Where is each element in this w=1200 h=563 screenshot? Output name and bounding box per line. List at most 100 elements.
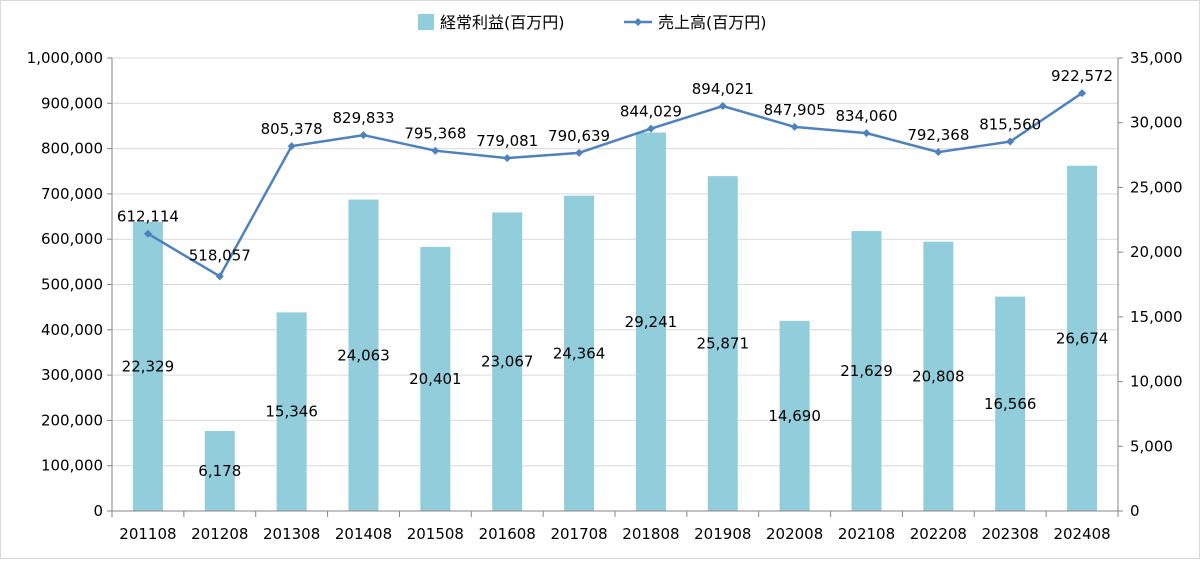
line-data-label: 612,114 (117, 208, 179, 226)
line-point-marker (143, 229, 152, 238)
left-axis-tick-label: 600,000 (41, 230, 103, 248)
x-axis-tick-label: 201308 (263, 525, 320, 543)
bar-data-label: 20,808 (912, 367, 965, 385)
bar-data-label: 14,690 (768, 407, 821, 425)
line-point-marker (790, 122, 799, 131)
line-data-label: 844,029 (620, 103, 682, 121)
line-point-marker (862, 129, 871, 138)
left-axis-tick-label: 0 (93, 502, 103, 520)
legend-line-marker (634, 18, 642, 26)
line-data-label: 792,368 (907, 126, 969, 144)
bar (635, 132, 666, 512)
right-axis-tick-label: 10,000 (1130, 373, 1183, 391)
bar-data-label: 22,329 (122, 357, 175, 375)
bar-series (132, 132, 1098, 512)
line-point-marker (503, 154, 512, 163)
bar (348, 199, 379, 511)
right-axis-tick-label: 25,000 (1130, 178, 1183, 196)
right-axis-tick-label: 30,000 (1130, 114, 1183, 132)
right-axis-tick-label: 15,000 (1130, 308, 1183, 326)
bar-data-label: 24,364 (553, 344, 606, 362)
left-axis-tick-label: 800,000 (41, 140, 103, 158)
line-series (143, 89, 1087, 281)
x-axis-tick-label: 201508 (407, 525, 464, 543)
x-axis-tick-label: 201208 (191, 525, 248, 543)
x-axis-tick-label: 201908 (694, 525, 751, 543)
bar-data-label: 21,629 (840, 362, 893, 380)
left-axis-tick-label: 700,000 (41, 185, 103, 203)
line-point-marker (359, 131, 368, 140)
bar (564, 195, 595, 512)
bar-data-label: 23,067 (481, 353, 534, 371)
bar (923, 241, 954, 511)
right-axis-tick-label: 0 (1130, 502, 1140, 520)
bar (492, 212, 523, 511)
bar-data-label: 15,346 (265, 403, 318, 421)
line-data-label: 795,368 (404, 125, 466, 143)
line-data-label: 815,560 (979, 116, 1041, 134)
legend: 経常利益(百万円) 売上高(百万円) (418, 13, 767, 32)
bar (995, 296, 1026, 511)
bar-data-label: 6,178 (198, 462, 241, 480)
right-axis-tick-label: 20,000 (1130, 243, 1183, 261)
line-point-marker (934, 148, 943, 157)
line-point-marker (1078, 89, 1087, 98)
line-data-label: 894,021 (692, 80, 754, 98)
line-data-label: 834,060 (835, 107, 897, 125)
x-axis-tick-label: 201608 (479, 525, 536, 543)
x-axis-tick-label: 201408 (335, 525, 392, 543)
line-data-label: 847,905 (764, 101, 826, 119)
line-point-marker (575, 148, 584, 157)
left-axis-tick-label: 300,000 (41, 366, 103, 384)
x-axis-tick-label: 201808 (622, 525, 679, 543)
line-data-label: 518,057 (189, 246, 251, 264)
x-axis-tick-label: 202108 (838, 525, 895, 543)
axes: 0 100,000 200,000 300,000 400,000 500,000 600,… (27, 49, 1183, 543)
bar (779, 320, 810, 511)
line-data-label: 779,081 (476, 132, 538, 150)
line-data-label: 790,639 (548, 127, 610, 145)
left-axis-tick-label: 200,000 (41, 411, 103, 429)
line-point-marker (1006, 137, 1015, 146)
x-axis-tick-label: 201108 (119, 525, 176, 543)
left-axis-tick-label: 100,000 (41, 457, 103, 475)
legend-line-label: 売上高(百万円) (658, 13, 767, 32)
legend-bar-swatch (418, 14, 434, 30)
x-axis-tick-label: 202308 (982, 525, 1039, 543)
bar-data-label: 16,566 (984, 395, 1037, 413)
bar (204, 431, 235, 511)
line-point-marker (215, 272, 224, 281)
right-axis-tick-label: 35,000 (1130, 49, 1183, 67)
bar-data-label: 26,674 (1056, 329, 1109, 347)
x-axis-tick-label: 202008 (766, 525, 823, 543)
legend-bar-label: 経常利益(百万円) (440, 13, 565, 32)
left-axis-tick-label: 500,000 (41, 276, 103, 294)
left-axis-tick-label: 400,000 (41, 321, 103, 339)
line-point-marker (646, 124, 655, 133)
line-data-labels: 612,114 518,057 805,378 829,833 795,368 779,0… (117, 67, 1113, 264)
bar (851, 231, 882, 511)
bar-data-label: 25,871 (697, 335, 750, 353)
x-axis-tick-label: 202208 (910, 525, 967, 543)
bar-data-label: 24,063 (337, 346, 390, 364)
line-data-label: 829,833 (332, 109, 394, 127)
bar-data-labels: 22,329 6,178 15,346 24,063 20,401 23,067 24,36… (122, 313, 1109, 480)
left-axis-tick-label: 1,000,000 (27, 49, 103, 67)
series-line (147, 92, 1083, 279)
bar (707, 176, 738, 512)
left-axis-tick-label: 900,000 (41, 94, 103, 112)
bar (420, 246, 451, 512)
bar-data-label: 29,241 (625, 313, 678, 331)
line-data-label: 805,378 (261, 120, 323, 138)
x-axis-tick-label: 201708 (550, 525, 607, 543)
bar-data-label: 20,401 (409, 370, 462, 388)
line-point-marker (431, 146, 440, 155)
right-axis-tick-label: 5,000 (1130, 437, 1173, 455)
bar (1067, 165, 1098, 512)
line-point-marker (718, 102, 727, 111)
bar (132, 221, 163, 511)
line-data-label: 922,572 (1051, 67, 1113, 85)
bar (276, 312, 307, 511)
